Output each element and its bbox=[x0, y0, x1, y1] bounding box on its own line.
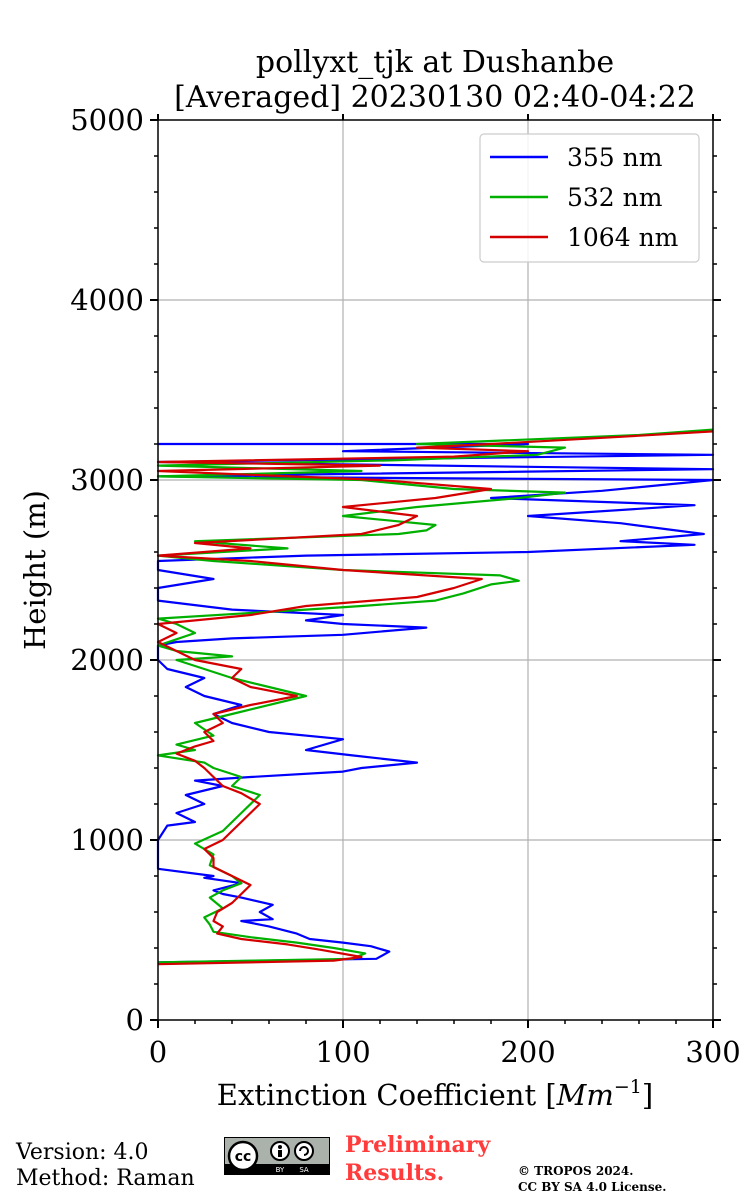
copyright-line1: © TROPOS 2024. bbox=[518, 1164, 634, 1178]
y-tick-label: 4000 bbox=[70, 283, 144, 317]
cc-icon bbox=[227, 1140, 259, 1172]
chart-subtitle: [Averaged] 20230130 02:40-04:22 bbox=[174, 80, 696, 115]
legend-label-0: 355 nm bbox=[567, 143, 663, 172]
sa-label: SA bbox=[299, 1166, 309, 1174]
version-text: Version: 4.0 bbox=[16, 1140, 149, 1165]
x-axis-label: Extinction Coefficient [Mm−1] bbox=[217, 1076, 653, 1112]
by-label: BY bbox=[276, 1166, 285, 1174]
x-tick-label: 100 bbox=[315, 1035, 370, 1069]
series-line-2 bbox=[156, 430, 714, 966]
method-text: Method: Raman bbox=[16, 1166, 195, 1191]
preliminary-label-line1: Preliminary bbox=[345, 1132, 491, 1158]
chart-title: pollyxt_tjk at Dushanbe bbox=[256, 45, 614, 80]
cc-by-sa-badge[interactable]: cc BY SA bbox=[224, 1137, 330, 1175]
copyright-line2: CC BY SA 4.0 License. bbox=[518, 1180, 667, 1194]
y-tick-label: 3000 bbox=[70, 463, 144, 497]
series-line-0 bbox=[156, 442, 715, 964]
legend: 355 nm 532 nm 1064 nm bbox=[479, 133, 700, 263]
y-tick-label: 0 bbox=[126, 1003, 144, 1037]
x-tick-label: 200 bbox=[500, 1035, 555, 1069]
axis-ticks bbox=[150, 114, 721, 1028]
y-tick-label: 2000 bbox=[70, 643, 144, 677]
y-axis-label: Height (m) bbox=[18, 490, 52, 650]
x-tick-label: 0 bbox=[149, 1035, 167, 1069]
sa-icon bbox=[294, 1141, 314, 1161]
legend-label-2: 1064 nm bbox=[567, 223, 679, 252]
plot-frame bbox=[157, 119, 714, 1021]
grid-lines bbox=[158, 120, 713, 1020]
cc-icon-label: cc bbox=[235, 1149, 252, 1165]
series-line-1 bbox=[156, 428, 714, 964]
series-lines bbox=[156, 428, 715, 966]
y-tick-label: 1000 bbox=[70, 823, 144, 857]
extinction-chart: pollyxt_tjk at Dushanbe [Averaged] 20230… bbox=[18, 45, 741, 1112]
x-tick-label: 300 bbox=[685, 1035, 740, 1069]
legend-label-1: 532 nm bbox=[567, 183, 663, 212]
preliminary-label-line2: Results. bbox=[345, 1160, 445, 1186]
legend-box bbox=[479, 133, 700, 263]
y-tick-label: 5000 bbox=[70, 103, 144, 137]
